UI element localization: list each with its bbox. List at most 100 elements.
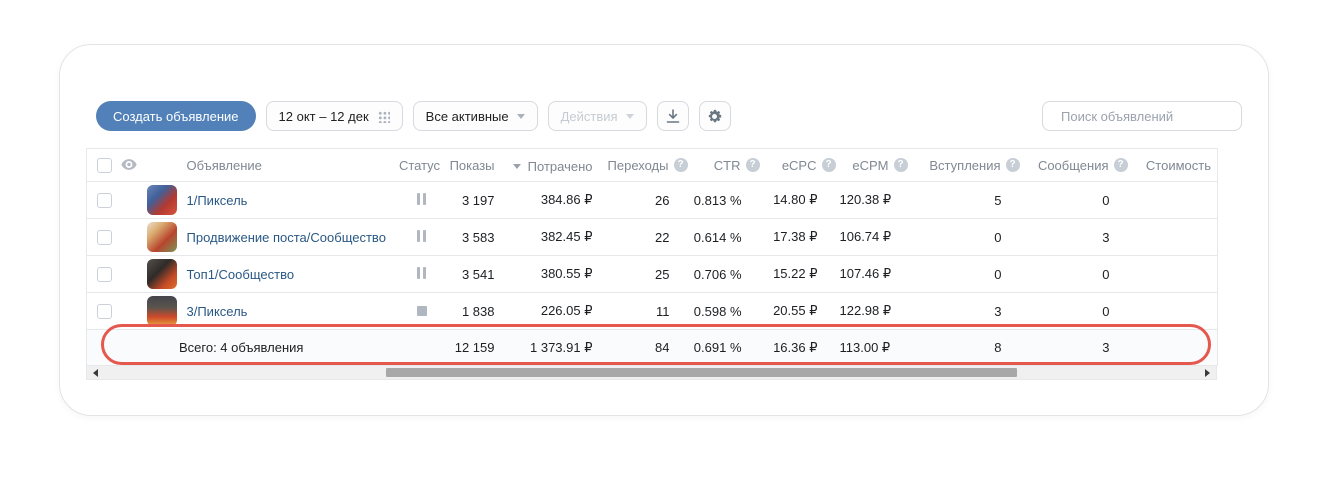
column-header-joins[interactable]: Вступления? [912, 149, 1024, 182]
scroll-left-arrow-icon[interactable] [93, 369, 98, 377]
total-spent: 1 373.91 ₽ [499, 330, 597, 366]
cell-joins: 0 [912, 256, 1024, 293]
ad-name-link[interactable]: 3/Пиксель [187, 304, 248, 319]
status-icon [416, 230, 428, 242]
horizontal-scrollbar[interactable] [86, 366, 1217, 380]
select-all-checkbox[interactable] [97, 158, 112, 173]
cell-spent: 384.86 ₽ [499, 182, 597, 219]
chevron-down-icon [517, 114, 525, 119]
cell-spent: 226.05 ₽ [499, 293, 597, 330]
help-icon[interactable]: ? [1114, 158, 1128, 172]
column-header-ecpm[interactable]: eCPM? [840, 149, 912, 182]
column-header-spent[interactable]: Потрачено [499, 149, 597, 182]
status-filter-label: Все активные [426, 109, 509, 124]
row-checkbox[interactable] [97, 193, 112, 208]
row-checkbox[interactable] [97, 230, 112, 245]
calendar-grid-icon [377, 110, 390, 123]
status-filter-dropdown[interactable]: Все активные [413, 101, 538, 131]
cell-clicks: 11 [597, 293, 692, 330]
cell-joins: 3 [912, 293, 1024, 330]
eye-icon[interactable] [121, 159, 137, 170]
cell-spent: 382.45 ₽ [499, 219, 597, 256]
help-icon[interactable]: ? [1006, 158, 1020, 172]
ad-name-link[interactable]: Продвижение поста/Сообщество [187, 230, 386, 245]
status-icon [417, 305, 427, 317]
table-row[interactable]: 3/Пиксель 1 838 226.05 ₽ 11 0.598 % 20.5… [87, 293, 1218, 330]
ad-name-link[interactable]: Топ1/Сообщество [187, 267, 295, 282]
table-row[interactable]: 1/Пиксель 3 197 384.86 ₽ 26 0.813 % 14.8… [87, 182, 1218, 219]
total-ctr: 0.691 % [692, 330, 764, 366]
cell-shows: 3 583 [447, 219, 499, 256]
column-header-shows[interactable]: Показы [447, 149, 499, 182]
actions-label: Действия [561, 109, 618, 124]
column-header-clicks[interactable]: Переходы? [597, 149, 692, 182]
export-button[interactable] [657, 101, 689, 131]
cell-ecpm: 122.98 ₽ [840, 293, 912, 330]
column-header-cost[interactable]: Стоимость [1132, 149, 1218, 182]
table-row[interactable]: Продвижение поста/Сообщество 3 583 382.4… [87, 219, 1218, 256]
help-icon[interactable]: ? [746, 158, 760, 172]
ad-thumbnail[interactable] [147, 296, 177, 326]
help-icon[interactable]: ? [894, 158, 908, 172]
cell-clicks: 25 [597, 256, 692, 293]
settings-button[interactable] [699, 101, 731, 131]
ad-thumbnail[interactable] [147, 259, 177, 289]
column-header-ecpc[interactable]: eCPC? [764, 149, 840, 182]
toolbar: Создать объявление 12 окт – 12 дек Все а… [86, 101, 1242, 131]
total-shows: 12 159 [447, 330, 499, 366]
scrollbar-thumb[interactable] [386, 368, 1017, 377]
column-header-messages[interactable]: Сообщения? [1024, 149, 1132, 182]
cell-ecpm: 120.38 ₽ [840, 182, 912, 219]
help-icon[interactable]: ? [674, 158, 688, 172]
total-label: Всего: 4 объявления [87, 330, 397, 366]
cell-ecpc: 20.55 ₽ [764, 293, 840, 330]
column-header-status[interactable]: Статус [397, 149, 447, 182]
cell-messages: 0 [1024, 293, 1132, 330]
cell-shows: 1 838 [447, 293, 499, 330]
chevron-down-icon [626, 114, 634, 119]
scroll-right-arrow-icon[interactable] [1205, 369, 1210, 377]
ads-panel-card: Создать объявление 12 окт – 12 дек Все а… [59, 44, 1269, 416]
cell-ecpc: 15.22 ₽ [764, 256, 840, 293]
status-icon [416, 267, 428, 279]
cell-shows: 3 541 [447, 256, 499, 293]
row-checkbox[interactable] [97, 304, 112, 319]
table-row[interactable]: Топ1/Сообщество 3 541 380.55 ₽ 25 0.706 … [87, 256, 1218, 293]
date-range-button[interactable]: 12 окт – 12 дек [266, 101, 403, 131]
search-field [1042, 101, 1242, 131]
cell-ecpc: 17.38 ₽ [764, 219, 840, 256]
cell-shows: 3 197 [447, 182, 499, 219]
help-icon[interactable]: ? [822, 158, 836, 172]
row-checkbox[interactable] [97, 267, 112, 282]
cell-joins: 5 [912, 182, 1024, 219]
cell-ctr: 0.706 % [692, 256, 764, 293]
cell-messages: 3 [1024, 219, 1132, 256]
ad-name-link[interactable]: 1/Пиксель [187, 193, 248, 208]
cell-messages: 0 [1024, 256, 1132, 293]
create-ad-button[interactable]: Создать объявление [96, 101, 256, 131]
date-range-label: 12 окт – 12 дек [279, 109, 369, 124]
cell-messages: 0 [1024, 182, 1132, 219]
cell-ctr: 0.614 % [692, 219, 764, 256]
cell-clicks: 22 [597, 219, 692, 256]
cell-spent: 380.55 ₽ [499, 256, 597, 293]
ad-thumbnail[interactable] [147, 222, 177, 252]
ad-thumbnail[interactable] [147, 185, 177, 215]
ads-table: Объявление Статус Показы Потрачено Перех… [86, 148, 1219, 380]
search-input[interactable] [1061, 109, 1237, 124]
total-joins: 8 [912, 330, 1024, 366]
sort-desc-icon [513, 164, 521, 169]
actions-dropdown[interactable]: Действия [548, 101, 647, 131]
total-ecpc: 16.36 ₽ [764, 330, 840, 366]
cell-joins: 0 [912, 219, 1024, 256]
cell-ctr: 0.813 % [692, 182, 764, 219]
cell-clicks: 26 [597, 182, 692, 219]
total-clicks: 84 [597, 330, 692, 366]
total-ecpm: 113.00 ₽ [840, 330, 912, 366]
cell-ecpm: 107.46 ₽ [840, 256, 912, 293]
cell-ctr: 0.598 % [692, 293, 764, 330]
gear-icon [706, 108, 723, 125]
cell-ecpc: 14.80 ₽ [764, 182, 840, 219]
column-header-ctr[interactable]: CTR? [692, 149, 764, 182]
column-header-name[interactable]: Объявление [147, 149, 397, 182]
